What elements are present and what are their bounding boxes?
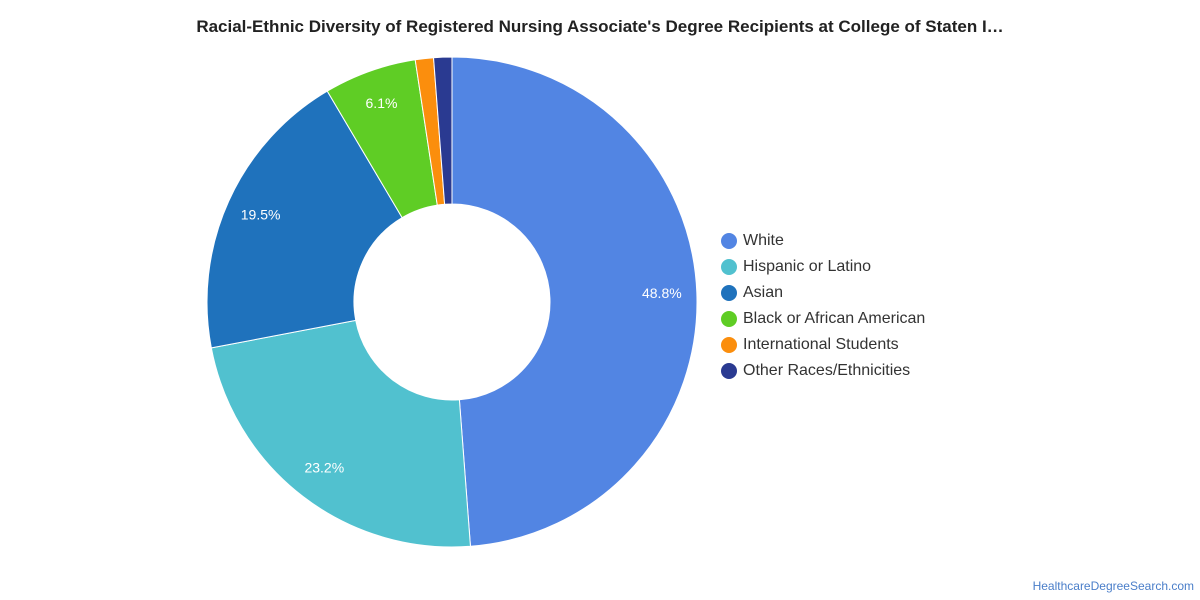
legend-item-hispanic-or-latino[interactable]: Hispanic or Latino (721, 254, 925, 280)
legend-label: Hispanic or Latino (743, 258, 872, 275)
legend-item-asian[interactable]: Asian (721, 280, 925, 306)
slice-label-hispanic-or-latino: 23.2% (304, 459, 344, 475)
slice-asian[interactable] (206, 90, 403, 349)
slice-white[interactable] (451, 56, 698, 547)
legend-item-black-or-african-american[interactable]: Black or African American (721, 306, 925, 332)
slice-label-white: 48.8% (642, 285, 682, 301)
source-link[interactable]: HealthcareDegreeSearch.com (1032, 579, 1194, 593)
slice-label-black-or-african-american: 6.1% (366, 95, 398, 111)
slice-label-asian: 19.5% (241, 206, 281, 222)
legend-label: Black or African American (743, 310, 926, 327)
legend-label: Asian (743, 284, 784, 301)
legend-swatch (721, 285, 737, 301)
legend-item-international-students[interactable]: International Students (721, 332, 925, 358)
legend-swatch (721, 259, 737, 275)
legend-label: White (743, 232, 784, 249)
legend-item-other-races-ethnicities[interactable]: Other Races/Ethnicities (721, 358, 925, 384)
legend-swatch (721, 363, 737, 379)
slice-hispanic-or-latino[interactable] (210, 319, 471, 548)
legend-swatch (721, 233, 737, 249)
legend-item-white[interactable]: White (721, 228, 925, 254)
legend-label: International Students (743, 336, 899, 353)
legend-label: Other Races/Ethnicities (743, 362, 911, 379)
legend-swatch (721, 337, 737, 353)
chart-legend: White Hispanic or Latino Asian Black or Afr… (721, 228, 925, 384)
chart-title: Racial-Ethnic Diversity of Registered Nu… (196, 17, 1004, 36)
slice-other-races-ethnicities[interactable] (433, 56, 453, 205)
legend-swatch (721, 311, 737, 327)
